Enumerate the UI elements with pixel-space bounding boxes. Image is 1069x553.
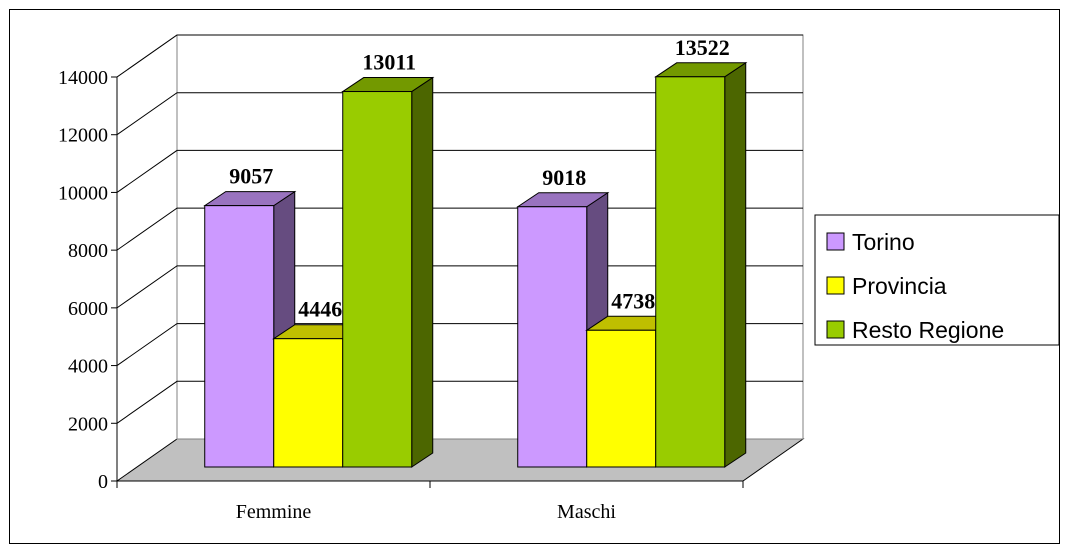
bar [273,338,344,468]
data-label: 4738 [611,288,655,313]
bar-side [724,61,747,468]
data-label: 9057 [229,164,273,189]
bar [655,76,726,468]
y-tick-label: 0 [98,471,108,493]
data-label: 9018 [542,165,586,190]
legend-swatch [826,276,845,295]
gridline [116,149,803,193]
data-label: 13011 [362,50,416,75]
bar [342,91,413,468]
legend-label: Provincia [852,273,947,299]
y-tick-label: 8000 [68,240,108,262]
x-tick-label: Femmine [236,501,312,523]
legend-label: Torino [852,229,915,255]
y-tick-label: 2000 [68,413,108,435]
gridline [116,34,803,78]
y-tick-label: 6000 [68,298,108,320]
bar [586,329,657,468]
bar [517,206,588,468]
y-tick-label: 10000 [58,182,108,204]
x-tick-label: Maschi [557,501,616,523]
legend: Torino Provincia Resto Regione [814,214,1060,346]
legend-swatch [826,320,845,339]
legend-swatch [826,232,845,251]
legend-box [814,214,1060,346]
y-tick-label: 4000 [68,356,108,378]
bars [203,61,748,468]
bar-side [411,76,434,468]
y-tick-label: 14000 [58,67,108,89]
gridline [116,92,803,136]
axes: 0 2000 4000 6000 8000 10000 12000 14000 Femmine M… [58,67,744,523]
data-label: 13522 [675,35,730,60]
y-tick-label: 12000 [58,125,108,147]
data-labels: 9057 4446 13011 9018 4738 13522 [229,35,729,322]
legend-label: Resto Regione [852,317,1004,343]
data-label: 4446 [298,297,342,322]
bar [204,205,275,468]
